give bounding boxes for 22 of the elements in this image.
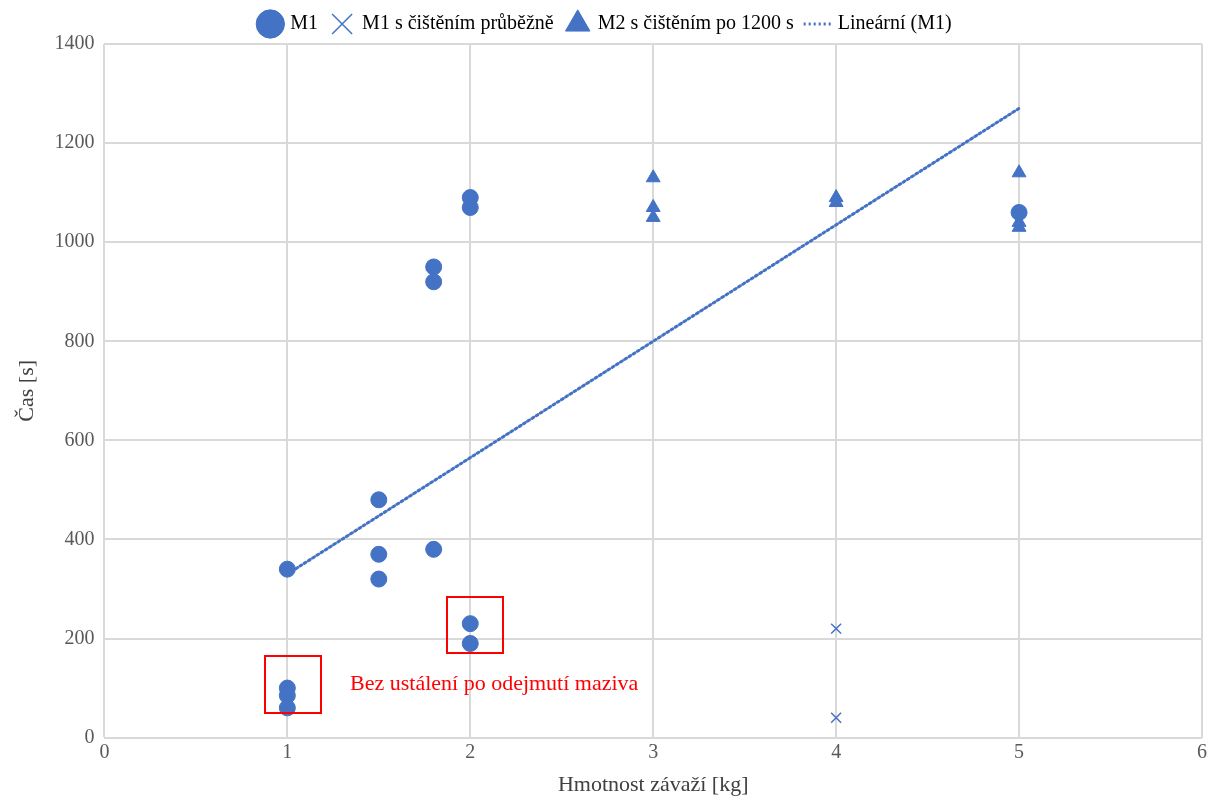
- y-tick-label: 400: [64, 526, 95, 549]
- x-tick-label: 5: [1014, 739, 1025, 762]
- y-tick-label: 1200: [54, 130, 95, 153]
- legend-label: M1 s čištěním průběžně: [362, 11, 554, 35]
- legend-label: M2 s čištěním po 1200 s: [597, 11, 795, 35]
- y-tick-label: 1400: [54, 31, 95, 54]
- y-tick-label: 600: [64, 427, 95, 450]
- x-tick-label: 6: [1197, 739, 1207, 762]
- x-tick-label: 3: [648, 739, 659, 762]
- x-tick-label: 0: [99, 739, 110, 762]
- x-axis-title: Hmotnost závaží [kg]: [557, 770, 749, 796]
- y-tick-label: 0: [84, 724, 95, 747]
- legend-label: M1: [290, 11, 319, 34]
- legend-label: Lineární (M1): [837, 11, 952, 35]
- y-tick-label: 1000: [54, 229, 95, 252]
- x-tick-label: 1: [282, 739, 293, 762]
- x-tick-label: 2: [465, 739, 476, 762]
- y-tick-label: 200: [64, 625, 95, 648]
- y-axis-title: Čas [s]: [12, 359, 38, 422]
- x-tick-label: 4: [831, 739, 842, 762]
- annotation: Bez ustálení po odejmutí maziva: [350, 670, 639, 696]
- y-tick-label: 800: [64, 328, 95, 351]
